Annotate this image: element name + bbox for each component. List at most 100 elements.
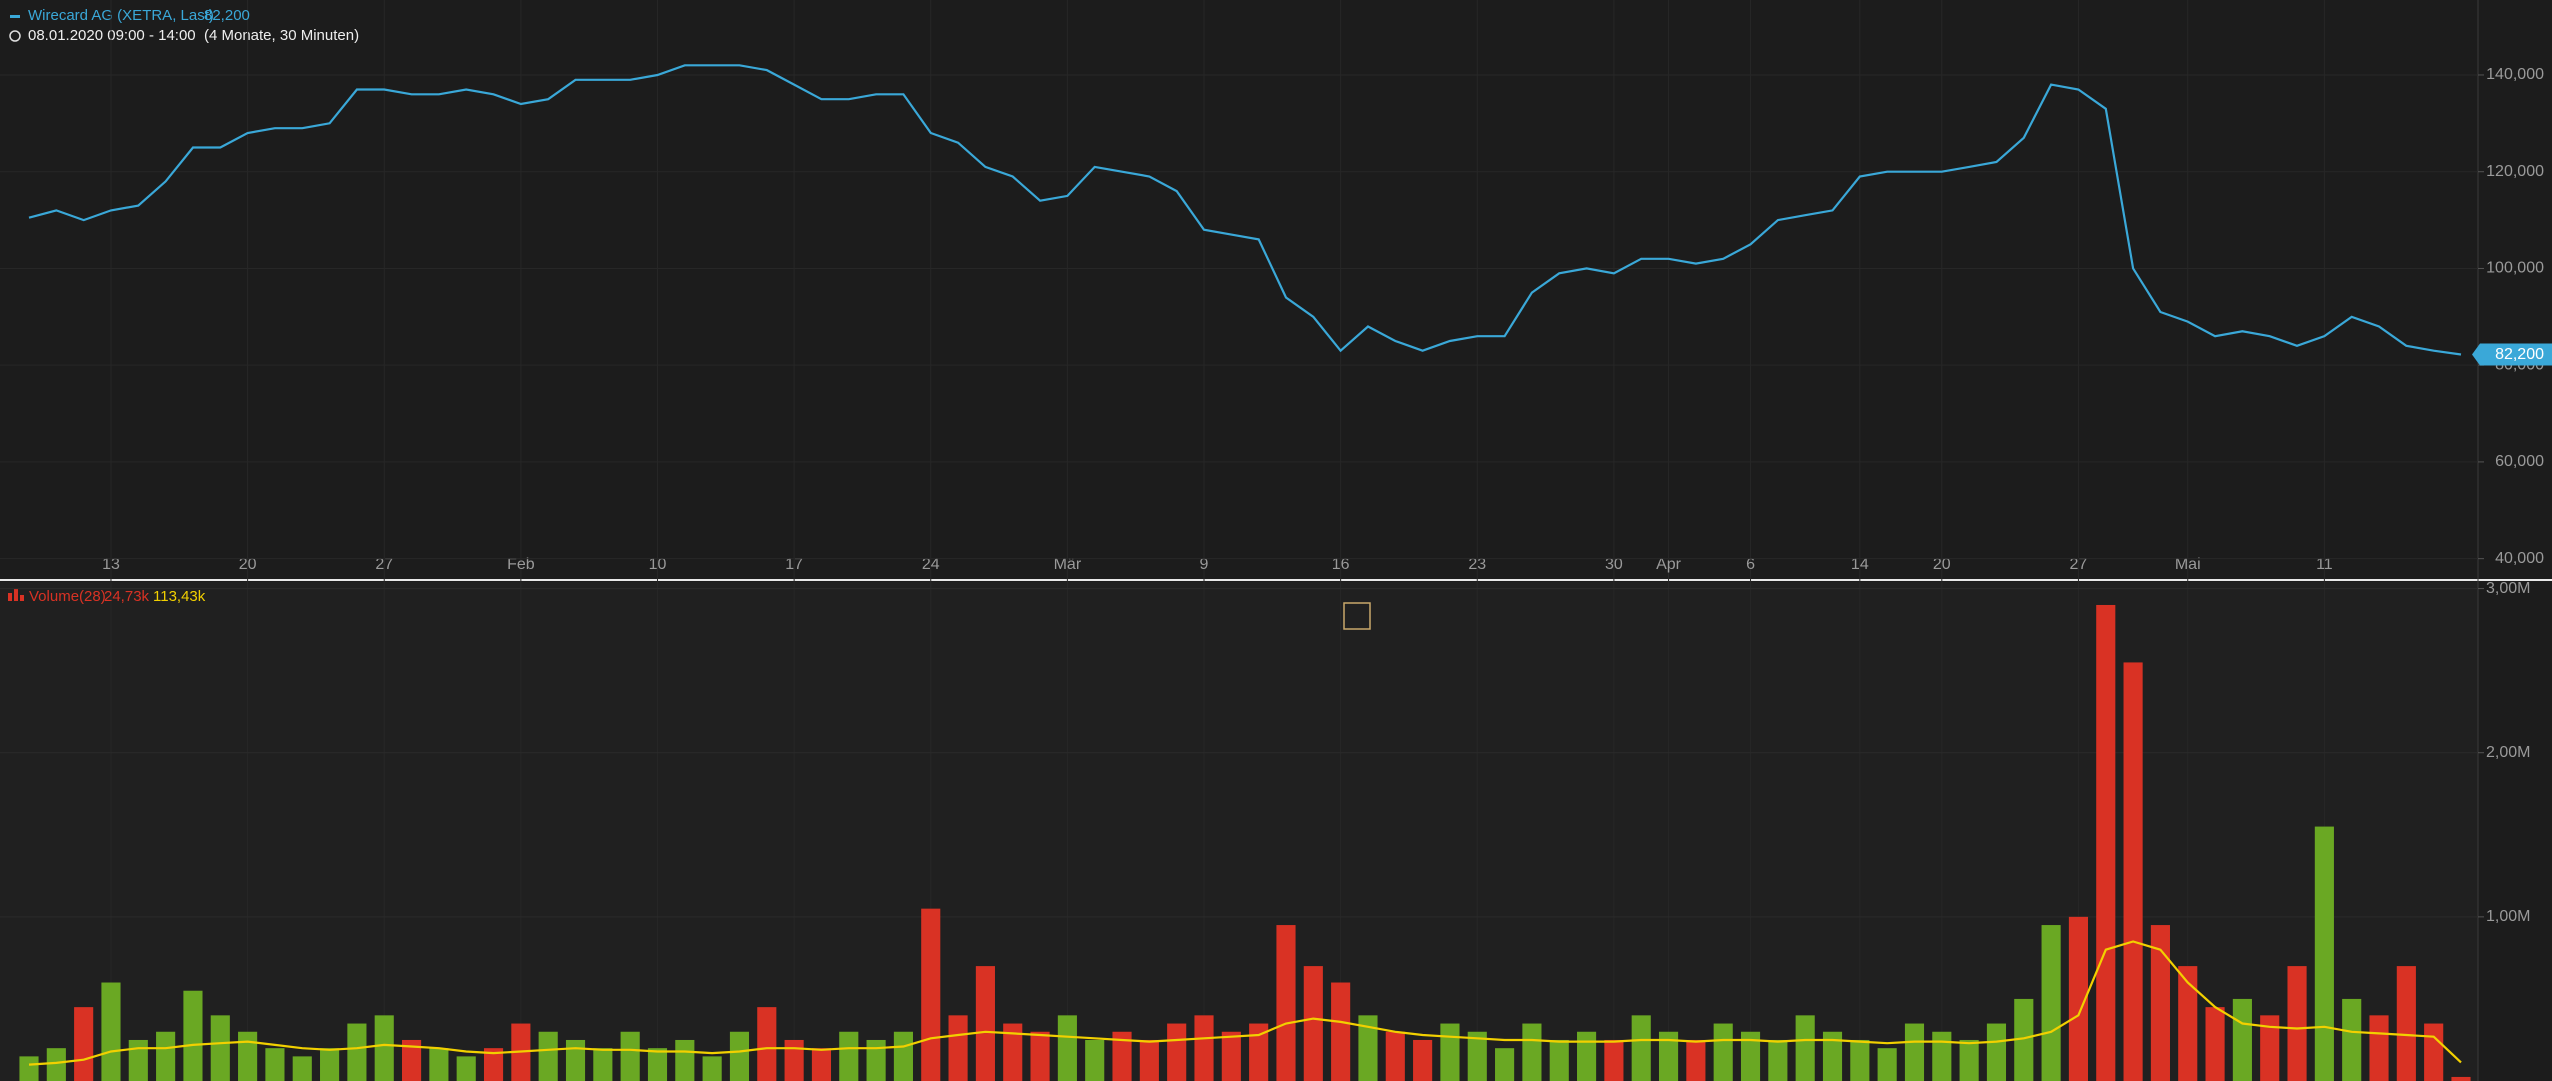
volume-bar: [1768, 1039, 1788, 1081]
x-tick-label: 24: [922, 556, 940, 573]
volume-bar: [374, 1015, 394, 1081]
x-tick-label: Mär: [1054, 556, 1082, 573]
volume-bar: [1658, 1031, 1679, 1081]
last-value-tag: [2472, 343, 2552, 366]
volume-bar: [1522, 1023, 1542, 1081]
volume-bar: [483, 1048, 504, 1081]
x-tick-label: Mai: [2175, 556, 2201, 573]
volume-bar: [429, 1048, 449, 1081]
y-tick-label: 40,000: [2495, 550, 2544, 567]
x-tick-label: 10: [649, 556, 667, 573]
volume-bar: [2232, 998, 2252, 1081]
volume-bar: [2205, 1007, 2225, 1081]
volume-bar: [74, 1007, 94, 1081]
volume-bar: [2369, 1015, 2389, 1081]
volume-bar: [2014, 998, 2034, 1081]
volume-legend-value: 113,43k: [153, 588, 206, 605]
volume-bar: [1577, 1031, 1597, 1081]
volume-bar: [320, 1048, 340, 1081]
volume-bar: [1358, 1015, 1378, 1081]
volume-bar: [975, 966, 995, 1081]
volume-bar: [2396, 966, 2416, 1081]
volume-bar: [1440, 1023, 1460, 1081]
volume-bar: [1495, 1048, 1515, 1081]
volume-bar: [156, 1031, 176, 1081]
volume-bar: [593, 1048, 613, 1081]
volume-bar: [702, 1056, 722, 1081]
volume-bar: [1549, 1039, 1569, 1081]
price-line: [28, 64, 2462, 356]
clock-icon: [9, 30, 21, 42]
volume-bar: [265, 1048, 285, 1081]
volume-legend-value: 24,73k: [104, 588, 150, 605]
volume-bar: [1221, 1031, 1241, 1081]
x-tick-label: 11: [2316, 556, 2333, 573]
x-tick-label: 9: [1200, 556, 1209, 573]
volume-bar: [1877, 1048, 1897, 1081]
y-tick-label: 100,000: [2486, 260, 2544, 277]
volume-bar: [1904, 1023, 1925, 1081]
volume-bar: [1385, 1031, 1405, 1081]
last-value: 82,200: [204, 7, 250, 24]
volume-bar: [1112, 1031, 1132, 1081]
volume-icon: [20, 595, 24, 601]
volume-bar: [128, 1039, 148, 1081]
x-tick-label: 30: [1605, 556, 1623, 573]
volume-bar: [729, 1031, 750, 1081]
volume-bar: [1959, 1039, 1979, 1081]
y-tick-label: 2,00M: [2486, 744, 2530, 761]
volume-title: Volume(28): [29, 588, 106, 605]
volume-bar: [210, 1015, 230, 1081]
volume-bar: [101, 982, 121, 1081]
volume-bar: [2314, 826, 2334, 1081]
volume-bar: [1167, 1023, 1187, 1081]
volume-bar: [292, 1056, 312, 1081]
x-tick-label: 13: [102, 556, 120, 573]
price-title: Wirecard AG (XETRA, Last): [28, 7, 214, 24]
volume-bar: [401, 1039, 422, 1081]
volume-bar: [1003, 1023, 1023, 1081]
volume-bar: [1740, 1031, 1761, 1081]
volume-bar: [1194, 1015, 1214, 1081]
volume-bar: [565, 1039, 586, 1081]
volume-bar: [1795, 1015, 1815, 1081]
y-tick-label: 120,000: [2486, 163, 2544, 180]
volume-icon: [14, 589, 18, 601]
volume-bar: [948, 1015, 968, 1081]
x-tick-label: 20: [239, 556, 257, 573]
series-icon: [10, 15, 20, 18]
volume-bar: [456, 1056, 476, 1081]
price-subtitle: 08.01.2020 09:00 - 14:00 (4 Monate, 30 M…: [28, 27, 359, 44]
x-tick-label: 6: [1746, 556, 1755, 573]
volume-bar: [1713, 1023, 1733, 1081]
volume-bar: [866, 1039, 886, 1081]
volume-bar: [675, 1039, 695, 1081]
x-tick-label: 27: [2070, 556, 2088, 573]
volume-bar: [2260, 1015, 2280, 1081]
volume-bar: [1631, 1015, 1651, 1081]
volume-bar: [1822, 1031, 1843, 1081]
volume-bar: [538, 1031, 558, 1081]
volume-bar: [1932, 1031, 1952, 1081]
volume-bar: [2150, 925, 2170, 1081]
volume-bar: [1986, 1023, 2007, 1081]
volume-bar: [1276, 925, 1296, 1081]
volume-bar: [1413, 1039, 1433, 1081]
x-tick-label: Apr: [1656, 556, 1682, 573]
volume-bar: [1467, 1031, 1487, 1081]
volume-bar: [784, 1039, 804, 1081]
volume-bar: [1085, 1039, 1105, 1081]
x-tick-label: 27: [375, 556, 393, 573]
volume-bar: [2178, 966, 2198, 1081]
y-tick-label: 3,00M: [2486, 580, 2530, 597]
volume-bar: [46, 1048, 66, 1081]
volume-bar: [620, 1031, 640, 1081]
volume-bar: [2041, 925, 2061, 1081]
selection-box[interactable]: [1343, 602, 1371, 630]
volume-bar: [1057, 1015, 1077, 1081]
volume-bar: [2424, 1023, 2444, 1081]
x-tick-label: 16: [1332, 556, 1350, 573]
y-tick-label: 140,000: [2486, 66, 2544, 83]
volume-bar: [183, 990, 203, 1081]
